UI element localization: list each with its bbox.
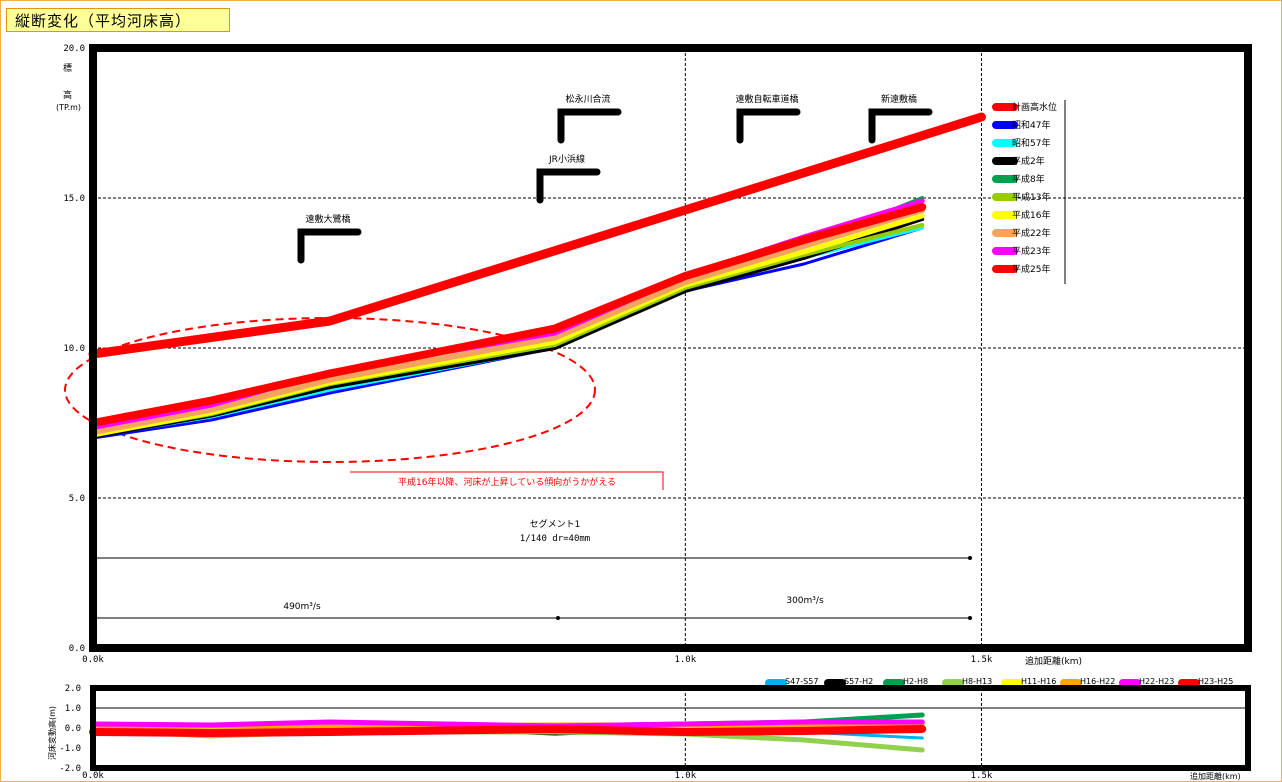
y-axis-label: 河床変動高(m) bbox=[47, 706, 57, 760]
annotation-callout bbox=[350, 471, 664, 490]
x-tick-label: 1.0k bbox=[674, 655, 696, 665]
bridge-label: 遠敷大鷺橋 bbox=[305, 213, 350, 225]
legend-label: 平成13年 bbox=[1012, 191, 1050, 203]
y-axis-label: 高 bbox=[63, 89, 72, 101]
segment-detail: 1/140 dr=40mm bbox=[520, 534, 590, 544]
change-legend-label: H22-H23 bbox=[1139, 677, 1174, 686]
y-tick-label: 20.0 bbox=[63, 44, 85, 54]
legend-label: 平成22年 bbox=[1012, 227, 1050, 239]
legend-label: 昭和57年 bbox=[1012, 137, 1050, 149]
x-tick-label: 1.5k bbox=[971, 771, 993, 781]
change-series-line-7 bbox=[89, 725, 927, 737]
legend-label: 計画高水位 bbox=[1012, 101, 1057, 113]
y-tick-label: -1.0 bbox=[59, 744, 81, 754]
change-legend-label: H23-H25 bbox=[1198, 677, 1233, 686]
x-axis-label: 追加距離(km) bbox=[1025, 655, 1082, 667]
flow-dot bbox=[968, 616, 972, 620]
y-tick-label: 15.0 bbox=[63, 194, 85, 204]
flow-dot bbox=[556, 616, 560, 620]
change-legend-label: H16-H22 bbox=[1080, 677, 1115, 686]
x-tick-label: 0.0k bbox=[82, 771, 104, 781]
y-tick-label: 10.0 bbox=[63, 344, 85, 354]
legend-label: 平成8年 bbox=[1012, 173, 1045, 185]
change-legend-label: H8-H13 bbox=[962, 677, 992, 686]
plot-border bbox=[89, 44, 1252, 652]
x-tick-label: 1.0k bbox=[674, 771, 696, 781]
bridge-marker bbox=[868, 108, 933, 144]
change-legend-label: H2-H8 bbox=[903, 677, 928, 686]
change-legend-label: H11-H16 bbox=[1021, 677, 1056, 686]
x-axis-label: 追加距離(km) bbox=[1190, 771, 1241, 781]
series-line-8 bbox=[90, 198, 925, 430]
annotation-text: 平成16年以降、河床が上昇している傾向がうかがえる bbox=[398, 476, 616, 488]
y-axis-unit: (TP.m) bbox=[56, 103, 81, 112]
y-tick-label: 2.0 bbox=[65, 684, 81, 694]
legend-label: 平成2年 bbox=[1012, 155, 1045, 167]
bridge-marker bbox=[557, 108, 622, 144]
segment-title: セグメント1 bbox=[530, 518, 581, 530]
bridge-label: JR小浜線 bbox=[548, 153, 585, 165]
x-tick-label: 0.0k bbox=[82, 655, 104, 665]
x-tick-label: 1.5k bbox=[971, 655, 993, 665]
legend-label: 平成16年 bbox=[1012, 209, 1050, 221]
flow-label: 300m³/s bbox=[786, 596, 824, 606]
bridge-marker bbox=[536, 168, 601, 204]
series-line-9 bbox=[89, 203, 927, 427]
legend-label: 平成25年 bbox=[1012, 263, 1050, 275]
series-line-0 bbox=[88, 112, 986, 359]
bridge-label: 松永川合流 bbox=[565, 93, 610, 105]
bridge-marker bbox=[297, 228, 362, 264]
y-axis-label: 標 bbox=[63, 62, 72, 74]
flow-label: 490m³/s bbox=[283, 602, 321, 612]
bridge-marker bbox=[736, 108, 801, 144]
change-legend-label: S57-H2 bbox=[844, 677, 873, 686]
page-title: 縦断変化（平均河床高） bbox=[6, 8, 230, 32]
y-tick-label: 1.0 bbox=[65, 704, 81, 714]
y-tick-label: 5.0 bbox=[69, 494, 85, 504]
change-plot-border bbox=[90, 685, 1251, 771]
change-legend-label: S47-S57 bbox=[785, 677, 818, 686]
bridge-label: 新遠敷橋 bbox=[881, 93, 917, 105]
legend-label: 平成23年 bbox=[1012, 245, 1050, 257]
segment-dot bbox=[968, 556, 972, 560]
y-tick-label: 0.0 bbox=[69, 644, 85, 654]
bridge-label: 遠敷自転車道橋 bbox=[735, 93, 798, 105]
y-tick-label: -2.0 bbox=[59, 764, 81, 774]
y-tick-label: 0.0 bbox=[65, 724, 81, 734]
series-line-7 bbox=[90, 207, 926, 435]
legend-label: 昭和47年 bbox=[1012, 119, 1050, 131]
